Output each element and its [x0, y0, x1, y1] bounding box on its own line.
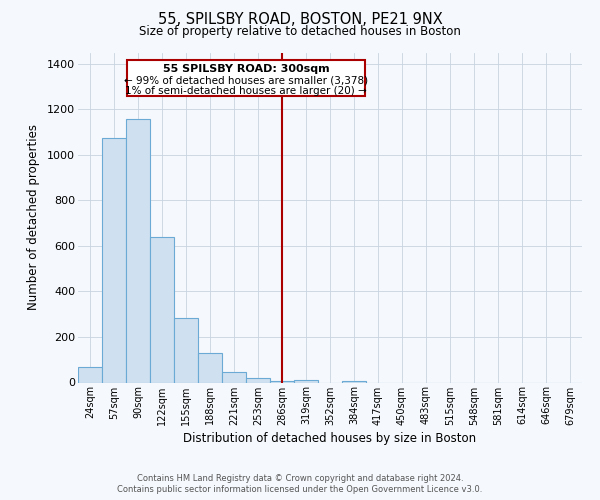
Bar — [246, 378, 270, 382]
Bar — [174, 318, 198, 382]
Bar — [78, 367, 102, 382]
X-axis label: Distribution of detached houses by size in Boston: Distribution of detached houses by size … — [184, 432, 476, 444]
Bar — [126, 119, 150, 382]
Text: 55, SPILSBY ROAD, BOSTON, PE21 9NX: 55, SPILSBY ROAD, BOSTON, PE21 9NX — [158, 12, 442, 28]
Text: 55 SPILSBY ROAD: 300sqm: 55 SPILSBY ROAD: 300sqm — [163, 64, 329, 74]
Bar — [150, 238, 174, 382]
Text: 1% of semi-detached houses are larger (20) →: 1% of semi-detached houses are larger (2… — [125, 86, 367, 96]
Bar — [222, 372, 246, 382]
Bar — [102, 138, 126, 382]
Bar — [127, 60, 365, 96]
Bar — [294, 380, 318, 382]
Bar — [198, 353, 222, 382]
Y-axis label: Number of detached properties: Number of detached properties — [27, 124, 40, 310]
Text: Size of property relative to detached houses in Boston: Size of property relative to detached ho… — [139, 25, 461, 38]
Text: ← 99% of detached houses are smaller (3,378): ← 99% of detached houses are smaller (3,… — [124, 75, 368, 85]
Text: Contains HM Land Registry data © Crown copyright and database right 2024.
Contai: Contains HM Land Registry data © Crown c… — [118, 474, 482, 494]
